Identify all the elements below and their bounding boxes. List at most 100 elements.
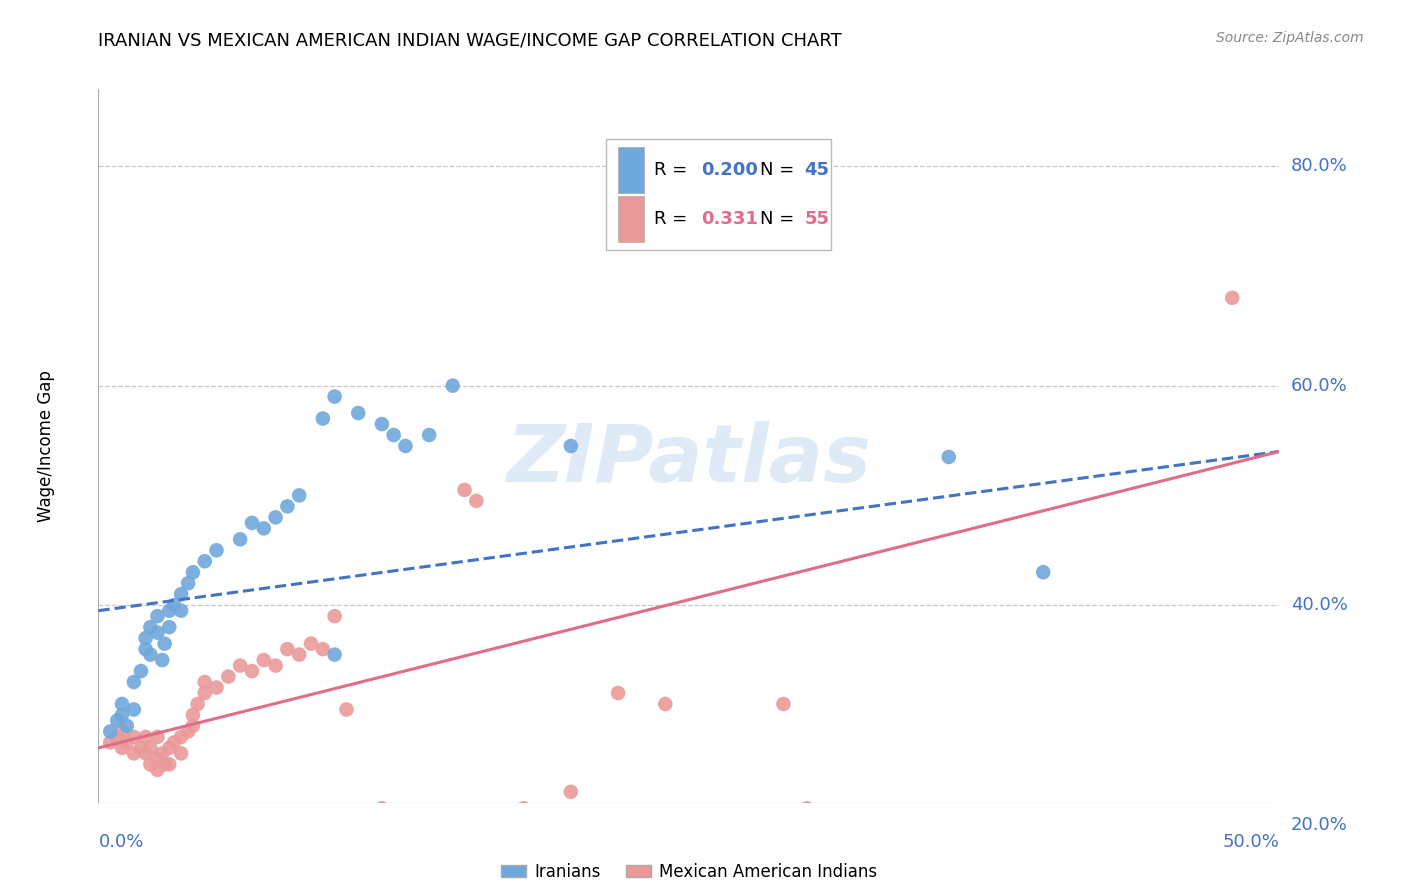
Point (453, 483, 475, 497)
Point (371, 417, 394, 431)
Point (194, 554, 217, 568)
Text: 0.200: 0.200 (700, 161, 758, 179)
Point (177, 724, 200, 739)
Point (323, 609, 346, 624)
Point (288, 648, 311, 662)
Point (382, 428, 405, 442)
Point (1032, 889, 1054, 892)
Point (512, 801, 534, 815)
Point (312, 411, 335, 425)
Point (139, 740, 162, 755)
Point (146, 763, 169, 777)
Point (105, 714, 128, 728)
Point (253, 653, 276, 667)
Point (418, 818, 440, 832)
Point (139, 648, 162, 662)
Point (129, 664, 152, 678)
Point (371, 801, 394, 815)
Point (170, 587, 193, 601)
Text: 0.0%: 0.0% (98, 833, 143, 851)
Text: 80.0%: 80.0% (1291, 157, 1347, 175)
Point (217, 669, 239, 683)
Point (139, 620, 162, 634)
Point (115, 735, 138, 749)
Text: Wage/Income Gap: Wage/Income Gap (37, 370, 55, 522)
Point (135, 642, 157, 657)
Text: ZIPatlas: ZIPatlas (506, 421, 872, 500)
Point (240, 516, 263, 530)
Text: 20.0%: 20.0% (1291, 816, 1347, 834)
Point (146, 730, 169, 744)
Point (560, 439, 582, 453)
Legend: Iranians, Mexican American Indians: Iranians, Mexican American Indians (494, 856, 884, 888)
Point (150, 653, 173, 667)
Point (139, 757, 162, 772)
Text: 60.0%: 60.0% (1291, 376, 1347, 394)
Point (135, 747, 157, 761)
FancyBboxPatch shape (606, 139, 831, 250)
Point (418, 428, 440, 442)
Point (253, 521, 276, 535)
Point (560, 785, 582, 799)
Point (276, 642, 298, 657)
Point (181, 566, 204, 580)
Point (607, 686, 630, 700)
Point (323, 390, 346, 404)
Point (122, 747, 145, 761)
Point (229, 658, 252, 673)
Point (115, 719, 138, 733)
Text: IRANIAN VS MEXICAN AMERICAN INDIAN WAGE/INCOME GAP CORRELATION CHART: IRANIAN VS MEXICAN AMERICAN INDIAN WAGE/… (98, 31, 842, 49)
Point (122, 702, 145, 716)
Text: 50.0%: 50.0% (1223, 833, 1279, 851)
Point (205, 681, 228, 695)
Text: N =: N = (759, 161, 794, 179)
Point (205, 543, 228, 558)
Point (153, 757, 176, 772)
Point (146, 609, 169, 624)
Point (772, 697, 794, 711)
Point (111, 740, 134, 755)
FancyBboxPatch shape (619, 195, 644, 242)
Point (1220, 291, 1243, 305)
Point (163, 735, 186, 749)
Point (181, 708, 204, 723)
Point (512, 845, 534, 859)
Point (654, 697, 676, 711)
Point (194, 686, 217, 700)
Point (157, 604, 180, 618)
Point (240, 664, 263, 678)
FancyBboxPatch shape (619, 147, 644, 194)
Point (465, 494, 488, 508)
Point (122, 730, 145, 744)
Point (111, 724, 134, 739)
Point (276, 500, 298, 514)
Point (150, 747, 173, 761)
Point (299, 637, 322, 651)
Point (1032, 566, 1054, 580)
Point (153, 637, 176, 651)
Text: 45: 45 (804, 161, 830, 179)
Point (157, 757, 180, 772)
Point (335, 702, 357, 716)
Text: N =: N = (759, 210, 794, 227)
Point (122, 675, 145, 690)
Text: 55: 55 (804, 210, 830, 227)
Point (177, 576, 200, 591)
Point (229, 533, 252, 547)
Point (394, 439, 416, 453)
Point (163, 598, 186, 612)
Point (146, 752, 169, 766)
Point (135, 631, 157, 645)
Point (135, 730, 157, 744)
Point (181, 719, 204, 733)
Point (441, 378, 464, 392)
Point (170, 604, 193, 618)
Point (194, 675, 217, 690)
Point (105, 730, 128, 744)
Text: R =: R = (654, 210, 686, 227)
Point (512, 845, 534, 859)
Point (465, 872, 488, 887)
Point (157, 740, 180, 755)
Point (312, 642, 335, 657)
Point (264, 510, 287, 524)
